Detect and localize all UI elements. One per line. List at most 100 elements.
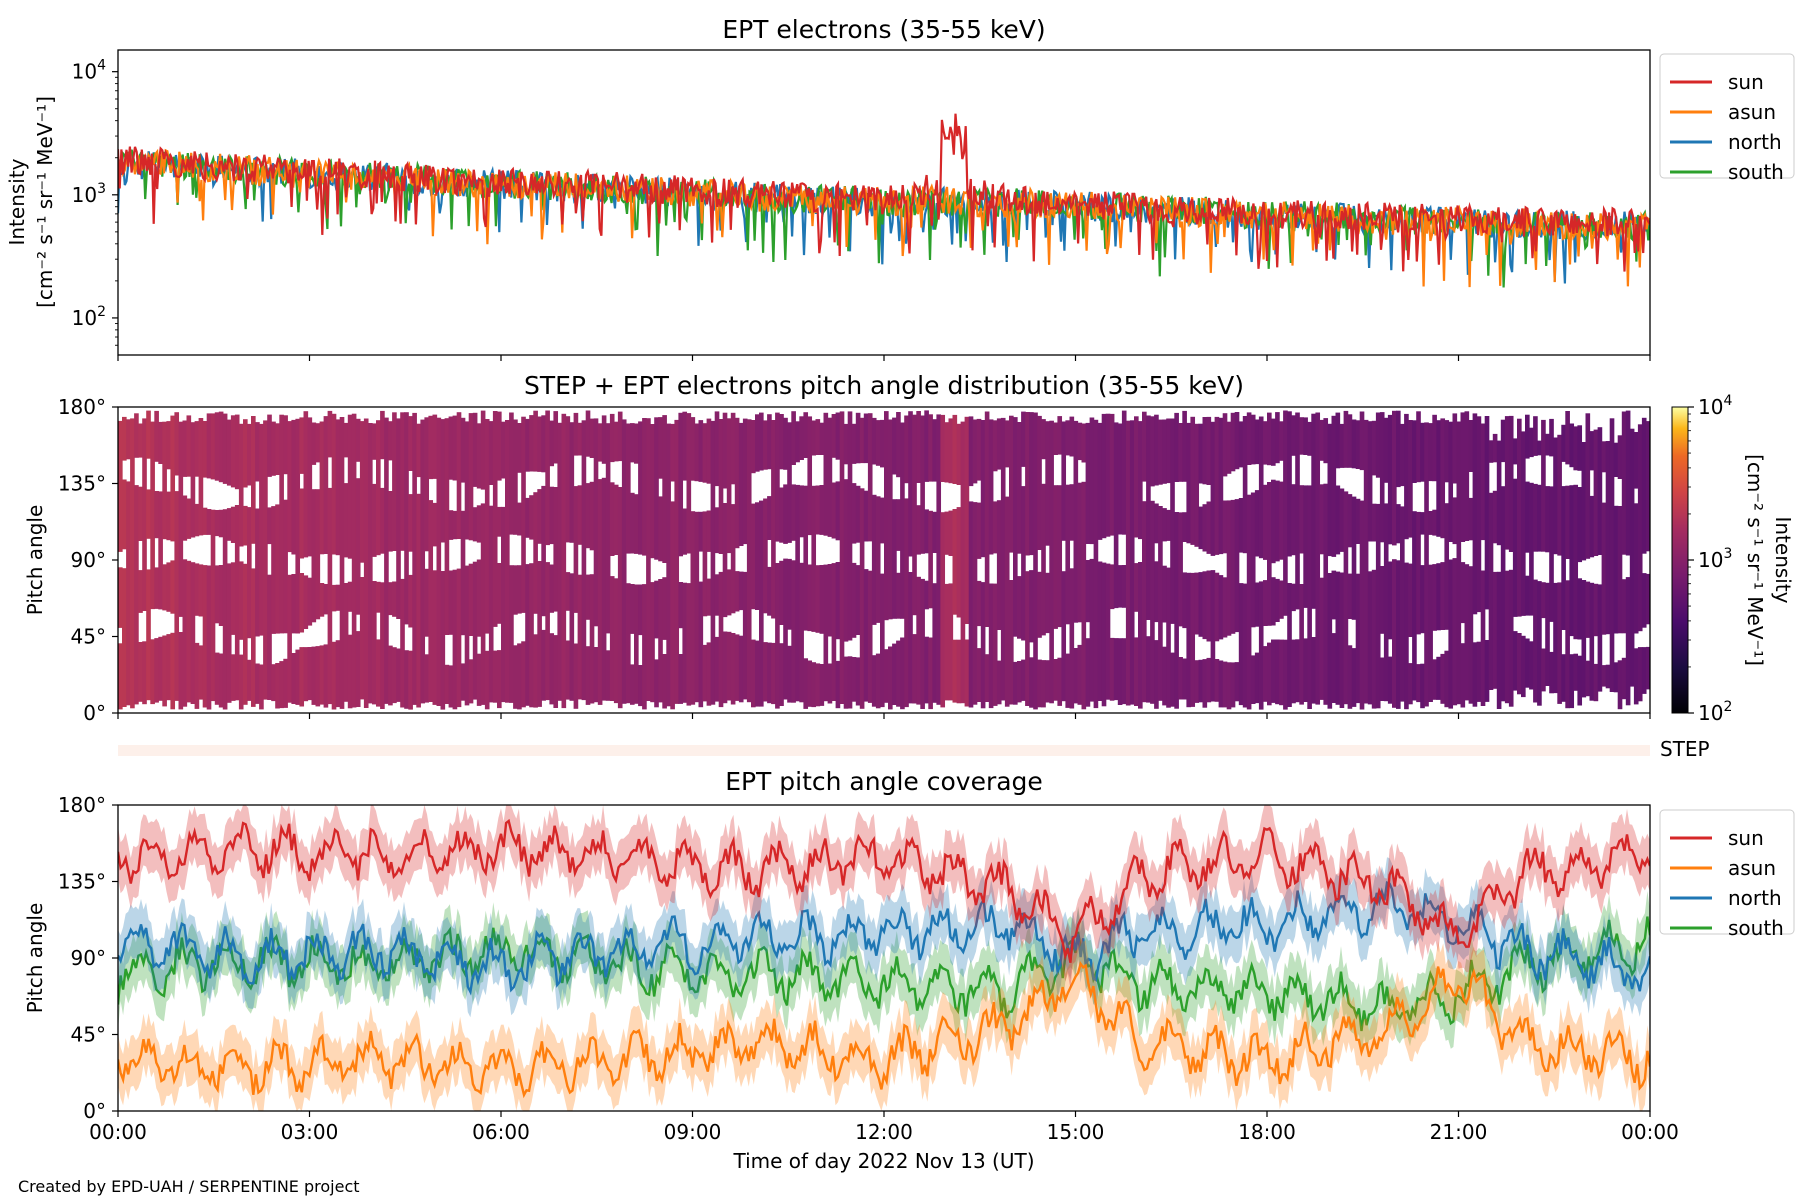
pad-cell (214, 510, 220, 537)
pad-cell (888, 646, 893, 710)
pad-cell (1222, 661, 1228, 708)
pad-cell (162, 564, 167, 611)
pad-cell (230, 506, 236, 543)
pad-cell (650, 424, 655, 559)
pad-cell (1621, 579, 1627, 634)
pad-cell (1150, 416, 1155, 487)
pad-cell (1138, 421, 1143, 540)
pad-cell (1009, 415, 1014, 553)
pad-cell (952, 639, 958, 703)
pad-cell (1166, 418, 1171, 484)
pad-cell (1121, 565, 1127, 608)
pad-cell (972, 419, 978, 484)
legend-box (1659, 53, 1795, 179)
pad-cell (162, 635, 167, 707)
pad-cell (1577, 655, 1583, 706)
pad-cell (319, 583, 325, 617)
legend-label-asun: asun (1728, 100, 1776, 124)
pad-cell (1492, 571, 1498, 689)
pad-cell (589, 574, 595, 704)
pad-cell (807, 660, 813, 707)
pad-cell (509, 565, 514, 703)
pad-cell (855, 412, 861, 464)
legend-label-sun: sun (1728, 826, 1764, 850)
pad-cell (1641, 647, 1647, 694)
pad-cell (1105, 413, 1111, 537)
pad-cell (1089, 558, 1095, 702)
pad-cell (1186, 572, 1192, 708)
pad-cell (1480, 423, 1486, 541)
pad-cell (626, 583, 631, 704)
pad-cell (835, 660, 841, 709)
pad-cell (529, 495, 534, 540)
pad-cell (347, 634, 353, 709)
legend-label-north: north (1728, 130, 1782, 154)
pad-cell (1545, 433, 1550, 456)
cbar-tick-label-base: 10 (1698, 548, 1723, 572)
pad-cell (1077, 482, 1083, 623)
pad-cell (1569, 485, 1575, 637)
pad-cell (759, 500, 764, 707)
pad-cell (859, 417, 865, 464)
pad-cell (202, 565, 208, 708)
pad-cell (900, 422, 905, 619)
pad-cell (1315, 412, 1321, 705)
pad-cell (815, 663, 821, 707)
pad-cell (823, 564, 829, 702)
pad-cell (630, 584, 635, 634)
pad-cell (315, 489, 321, 620)
pad-cell (605, 650, 611, 701)
pad-cell (763, 420, 768, 470)
pad-cell (1319, 419, 1325, 461)
pad-cell (738, 571, 744, 611)
pad-cell (1347, 414, 1353, 468)
pad-cell (1533, 416, 1538, 456)
pad-cell (867, 413, 873, 542)
pad-cell (1271, 577, 1276, 626)
pad-cell (944, 422, 950, 483)
pad-cell (1589, 582, 1595, 701)
pad-cell (1557, 582, 1562, 704)
pad-cell (771, 642, 776, 705)
pad-cell (263, 420, 268, 700)
pad-cell (198, 564, 204, 617)
pad-cell (1601, 441, 1607, 473)
pad-cell (585, 410, 591, 457)
pad-cell (472, 412, 478, 487)
pad-cell (597, 479, 603, 705)
pad-cell (1529, 482, 1534, 616)
pad-cell (533, 410, 538, 472)
pad-cell (226, 508, 232, 541)
pad-cell (1565, 411, 1570, 465)
pad-cell (1061, 421, 1067, 541)
pad-cell (444, 664, 450, 704)
pad-cell (1387, 414, 1393, 545)
pad-cell (722, 503, 728, 618)
pad-cell (1569, 654, 1575, 709)
pad-cell (1319, 577, 1325, 700)
pad-cell (376, 581, 381, 613)
pad-cell (964, 416, 970, 624)
pad-cell (1517, 633, 1522, 695)
pad-cell (497, 563, 502, 624)
pad-cell (787, 558, 792, 630)
pad-cell (1105, 563, 1111, 700)
pad-cell (690, 417, 696, 481)
pad-cell (815, 485, 821, 535)
pad-cell (674, 419, 680, 704)
pad-cell (855, 485, 861, 543)
pad-cell (908, 572, 913, 704)
cbar-tick-label: 102 (1698, 699, 1732, 725)
pad-cell (359, 577, 365, 700)
pad-cell (1295, 412, 1300, 610)
pad-cell (130, 418, 135, 709)
pad-cell (226, 563, 232, 703)
pad-cell (601, 415, 607, 464)
pad-cell (1557, 434, 1562, 556)
pad-cell (541, 415, 546, 473)
pad-cell (1641, 417, 1647, 554)
pad-cell (992, 583, 998, 706)
pad-cell (1569, 423, 1575, 468)
